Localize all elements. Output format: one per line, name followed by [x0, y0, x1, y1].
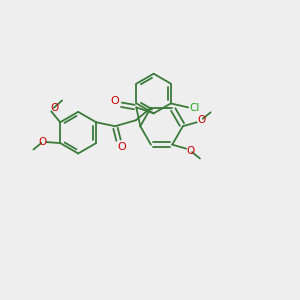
Text: O: O — [197, 115, 205, 125]
Text: O: O — [186, 146, 195, 156]
Text: O: O — [117, 142, 126, 152]
Text: O: O — [110, 97, 119, 106]
Text: O: O — [39, 137, 47, 147]
Text: O: O — [51, 103, 59, 113]
Text: Cl: Cl — [189, 103, 200, 113]
